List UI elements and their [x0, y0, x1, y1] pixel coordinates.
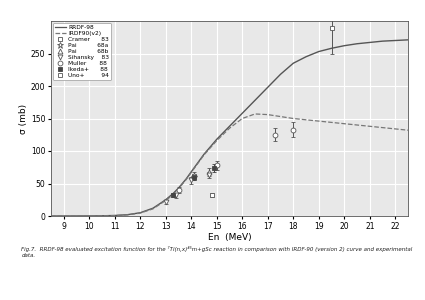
Y-axis label: σ (mb): σ (mb) [19, 103, 28, 134]
Text: Fig.7.  RRDF-98 evaluated excitation function for the ⁷Ti(n,x)⁴⁶m+gSc reaction i: Fig.7. RRDF-98 evaluated excitation func… [21, 246, 413, 258]
Legend: RRDF-98, IRDF90(v2), Cramer      83, Pai           68a, Pai           68b, Sihan: RRDF-98, IRDF90(v2), Cramer 83, Pai 68a,… [53, 23, 111, 80]
X-axis label: En  (MeV): En (MeV) [208, 233, 251, 242]
